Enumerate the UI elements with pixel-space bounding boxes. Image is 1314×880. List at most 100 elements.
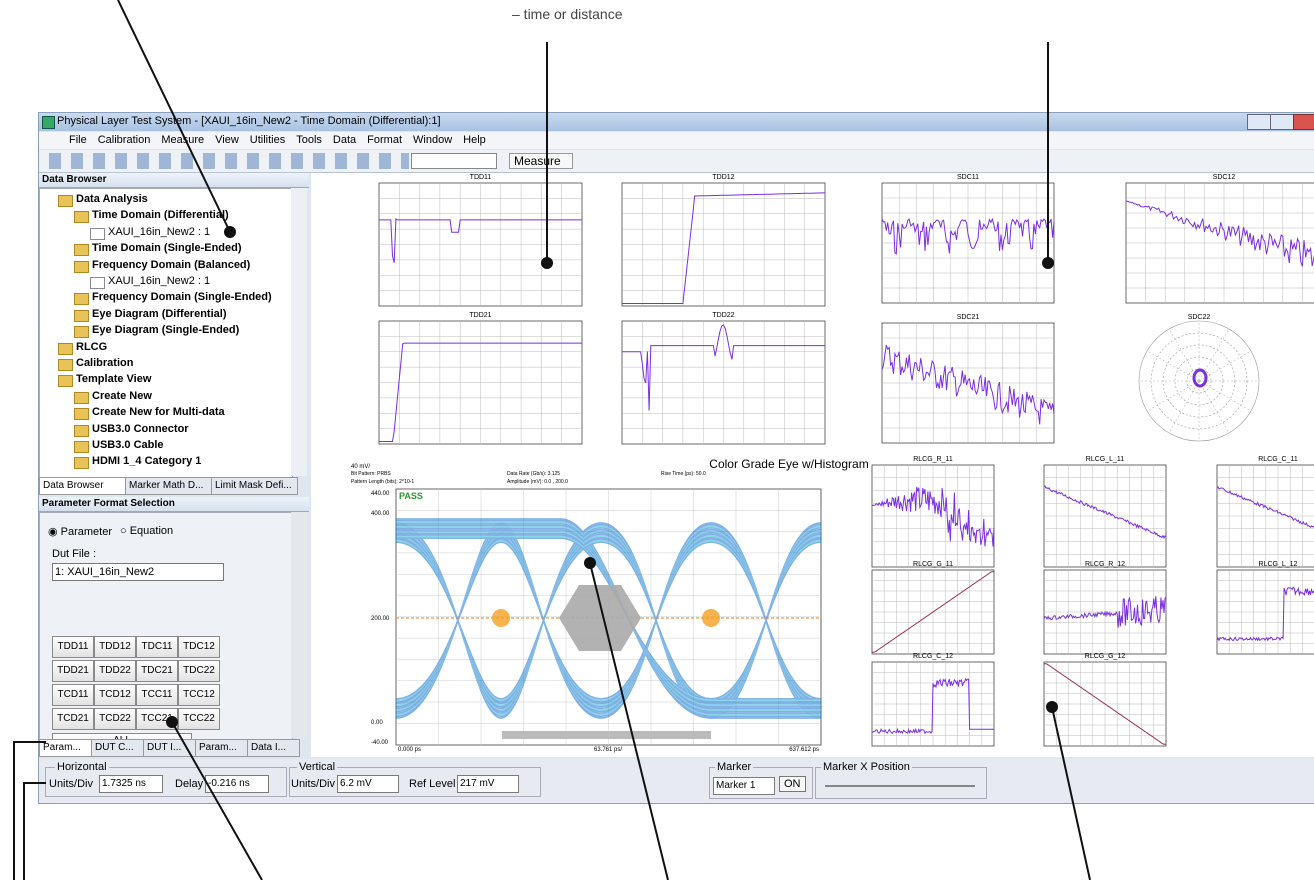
param-button[interactable]: TDD11 <box>52 636 94 658</box>
tab[interactable]: Data Browser <box>39 477 126 495</box>
param-button[interactable]: TDC11 <box>136 636 178 658</box>
tree-item[interactable]: XAUI_16in_New2 : 1 <box>108 275 211 287</box>
trace <box>379 218 582 263</box>
param-button[interactable]: TDC12 <box>178 636 220 658</box>
ref-field[interactable]: 217 mV <box>457 775 519 793</box>
units-field[interactable]: 6.2 mV <box>337 775 399 793</box>
tree-item[interactable]: XAUI_16in_New2 : 1 <box>108 225 211 238</box>
close[interactable] <box>1293 114 1314 130</box>
scrollbar <box>291 188 307 476</box>
tree-item[interactable]: HDMI 1_4 Category 1 <box>92 455 202 468</box>
tree-item[interactable]: Time Domain (Single-Ended) <box>92 242 242 255</box>
tree-item[interactable]: USB3.0 Connector <box>92 422 189 435</box>
tab[interactable]: Data I... <box>247 739 300 757</box>
param-button[interactable]: TDD21 <box>52 660 94 682</box>
plot-area: TDD11 TDD12 TDD21 TDD22 SDC11 SDC12 SDC21 SDC22… <box>311 173 1314 757</box>
toolbar-dropdown[interactable] <box>411 153 497 169</box>
tree-icon <box>74 424 89 437</box>
tree-icon <box>74 293 89 306</box>
tree-item[interactable]: USB3.0 Cable <box>92 439 164 451</box>
tab[interactable]: Limit Mask Defi... <box>211 477 298 495</box>
eye-traces <box>395 518 822 719</box>
param-button[interactable]: TCD11 <box>52 684 94 706</box>
plot-title: RLCG_L_12 <box>1259 561 1298 568</box>
slider[interactable] <box>825 785 975 787</box>
param-button[interactable]: TCD21 <box>52 708 94 730</box>
tree-item[interactable]: Eye Diagram (Differential) <box>92 307 227 320</box>
menu-item[interactable]: Tools <box>296 134 322 146</box>
menu-item[interactable]: Window <box>413 134 453 146</box>
param-button[interactable]: TCD22 <box>94 708 136 730</box>
label: Ref Level <box>409 778 456 790</box>
option: Equation <box>129 525 174 537</box>
marker-select[interactable]: Marker 1 <box>713 777 775 795</box>
tree-icon <box>74 441 89 453</box>
label: Units/Div <box>291 778 336 790</box>
radio-parameter[interactable]: ◉ Parameter <box>48 526 113 538</box>
label: Units/Div <box>49 778 94 790</box>
tree-icon <box>74 391 89 404</box>
tree-item[interactable]: Create New <box>92 389 152 402</box>
label: Delay <box>175 778 204 790</box>
dut-select[interactable]: 1: XAUI_16in_New2 <box>52 563 224 581</box>
tree-item[interactable]: Template View <box>76 373 152 386</box>
param-button[interactable]: TCC11 <box>136 684 178 706</box>
tree-item[interactable]: Create New for Multi-data <box>92 406 225 419</box>
param-button[interactable]: TCC12 <box>178 684 220 706</box>
on-button[interactable]: ON <box>779 776 806 792</box>
vertical-group <box>289 767 541 797</box>
param-button[interactable]: TDC21 <box>136 660 178 682</box>
measure-button[interactable]: Measure <box>509 153 573 169</box>
menu-item[interactable]: View <box>215 134 239 146</box>
marker-group <box>709 767 813 799</box>
tree-item[interactable]: Calibration <box>76 357 134 369</box>
group-title: Horizontal <box>55 761 109 773</box>
group-title: Vertical <box>297 761 338 773</box>
dut-label: Dut File : <box>52 548 97 560</box>
menu-item[interactable]: Utilities <box>249 134 286 146</box>
menu-item[interactable]: Format <box>367 134 403 146</box>
tab[interactable]: Param... <box>39 739 92 757</box>
param-button[interactable]: TCD12 <box>94 684 136 706</box>
menu-item[interactable]: Help <box>463 134 486 146</box>
param-button[interactable]: TCC22 <box>178 708 220 730</box>
toolbar: Measure <box>39 150 1314 173</box>
menu-item[interactable]: Calibration <box>97 134 151 146</box>
tree-icon <box>58 195 73 207</box>
trace <box>1044 663 1166 745</box>
plot-title: RLCG_G_11 <box>913 561 953 568</box>
tree-item[interactable]: Data Analysis <box>76 193 148 205</box>
tree-item[interactable]: RLCG <box>76 340 108 353</box>
delay-field[interactable]: -0.216 ns <box>205 775 269 793</box>
units-field[interactable]: 1.7325 ns <box>99 775 163 793</box>
menu-item[interactable]: Measure <box>161 134 205 146</box>
eye-bar <box>502 731 711 739</box>
param-button[interactable]: TDC22 <box>178 660 220 682</box>
eye-info: Amplitude (mV): 0.0 , 200.0 <box>507 479 568 485</box>
x-label: 0.000 ps <box>398 747 421 753</box>
param-tabs: Param... DUT C... DUT I... Param... Data I..… <box>39 739 309 757</box>
tree-item[interactable]: Time Domain (Differential) <box>92 209 229 222</box>
tree-icon <box>74 211 89 224</box>
param-button[interactable]: TDD22 <box>94 660 136 682</box>
plot-title: RLCG_R_11 <box>913 456 953 463</box>
eye-crossing <box>492 609 510 627</box>
param-button[interactable]: TDD12 <box>94 636 136 658</box>
tab[interactable]: DUT I... <box>143 739 196 757</box>
tree-item[interactable]: Frequency Domain (Single-Ended) <box>92 291 272 304</box>
tree-icon <box>58 342 73 355</box>
control-bar: Horizontal Units/Div 1.7325 ns Delay -0.… <box>39 759 1314 803</box>
tree-item[interactable]: Frequency Domain (Balanced) <box>92 258 251 271</box>
menu-item[interactable]: File <box>69 134 87 146</box>
polar-trace <box>1192 368 1208 388</box>
trace <box>1043 485 1167 540</box>
menu-item[interactable]: Data <box>332 134 357 146</box>
plot-title: TDD21 <box>469 312 491 319</box>
tree-item[interactable]: Eye Diagram (Single-Ended) <box>92 324 240 337</box>
plot-title: SDC22 <box>1188 314 1211 321</box>
radio-equation[interactable]: ○ Equation <box>120 525 174 537</box>
group-title: Marker X Position <box>821 761 912 773</box>
polar-spoke <box>1198 380 1252 412</box>
